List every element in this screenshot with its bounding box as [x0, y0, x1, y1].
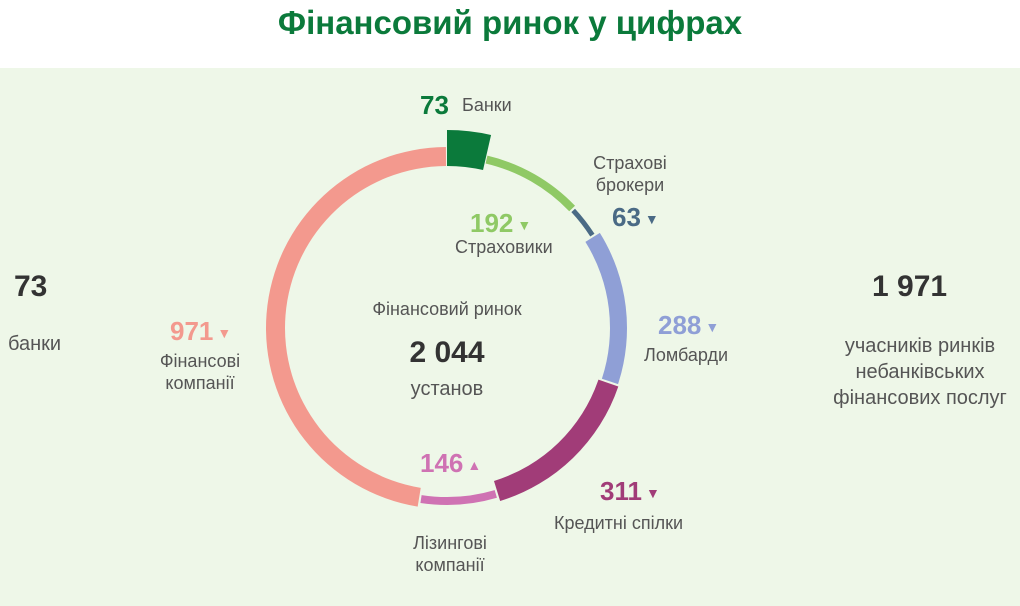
- label-pawnshops-value: 288 ▼: [658, 310, 720, 340]
- panel: [0, 68, 1020, 606]
- trend-up-icon: ▲: [467, 457, 482, 474]
- label-insurers-value: 192 ▼: [470, 208, 532, 238]
- trend-down-icon: ▼: [645, 485, 660, 502]
- label-leasing-name: Лізингові компанії: [413, 533, 487, 575]
- label-leasing-value: 146 ▲: [420, 448, 482, 478]
- label-banks-name: Банки: [462, 95, 512, 115]
- label-brokers-value: 63 ▼: [612, 202, 659, 232]
- banks-stat-value: 73: [14, 270, 48, 303]
- label-credit-unions-value: 311 ▼: [600, 476, 660, 506]
- label-insurers-name: Страховики: [455, 237, 553, 257]
- banks-stat-label: банки: [8, 333, 62, 355]
- segment-credit-unions: [493, 379, 619, 502]
- segment-insurers: [485, 155, 576, 212]
- label-brokers-name: Страхові брокери: [593, 153, 667, 195]
- label-credit-unions-name: Кредитні спілки: [554, 513, 684, 533]
- segment-banks: [447, 130, 492, 171]
- trend-down-icon: ▼: [644, 211, 659, 228]
- label-pawnshops-name: Ломбарди: [644, 345, 729, 365]
- nonbank-stat-value: 1 971: [872, 270, 948, 303]
- segment-pawnshops: [585, 232, 627, 385]
- center-title: Фінансовий ринок: [372, 299, 522, 319]
- center-value: 2 044: [409, 336, 485, 369]
- center-unit: установ: [410, 378, 484, 400]
- trend-down-icon: ▼: [705, 319, 720, 336]
- trend-down-icon: ▼: [217, 325, 232, 342]
- label-fincompanies-name: Фінансові компанії: [159, 351, 241, 393]
- label-banks-value: 73: [420, 90, 449, 120]
- segment-leasing: [420, 490, 497, 505]
- segment-brokers: [571, 208, 595, 237]
- segment-fincompanies: [266, 147, 447, 507]
- trend-down-icon: ▼: [517, 217, 532, 234]
- nonbank-stat-label: учасників ринків небанківських фінансови…: [833, 335, 1007, 409]
- label-fincompanies-value: 971 ▼: [170, 316, 232, 346]
- page-title: Фінансовий ринок у цифрах: [277, 4, 743, 41]
